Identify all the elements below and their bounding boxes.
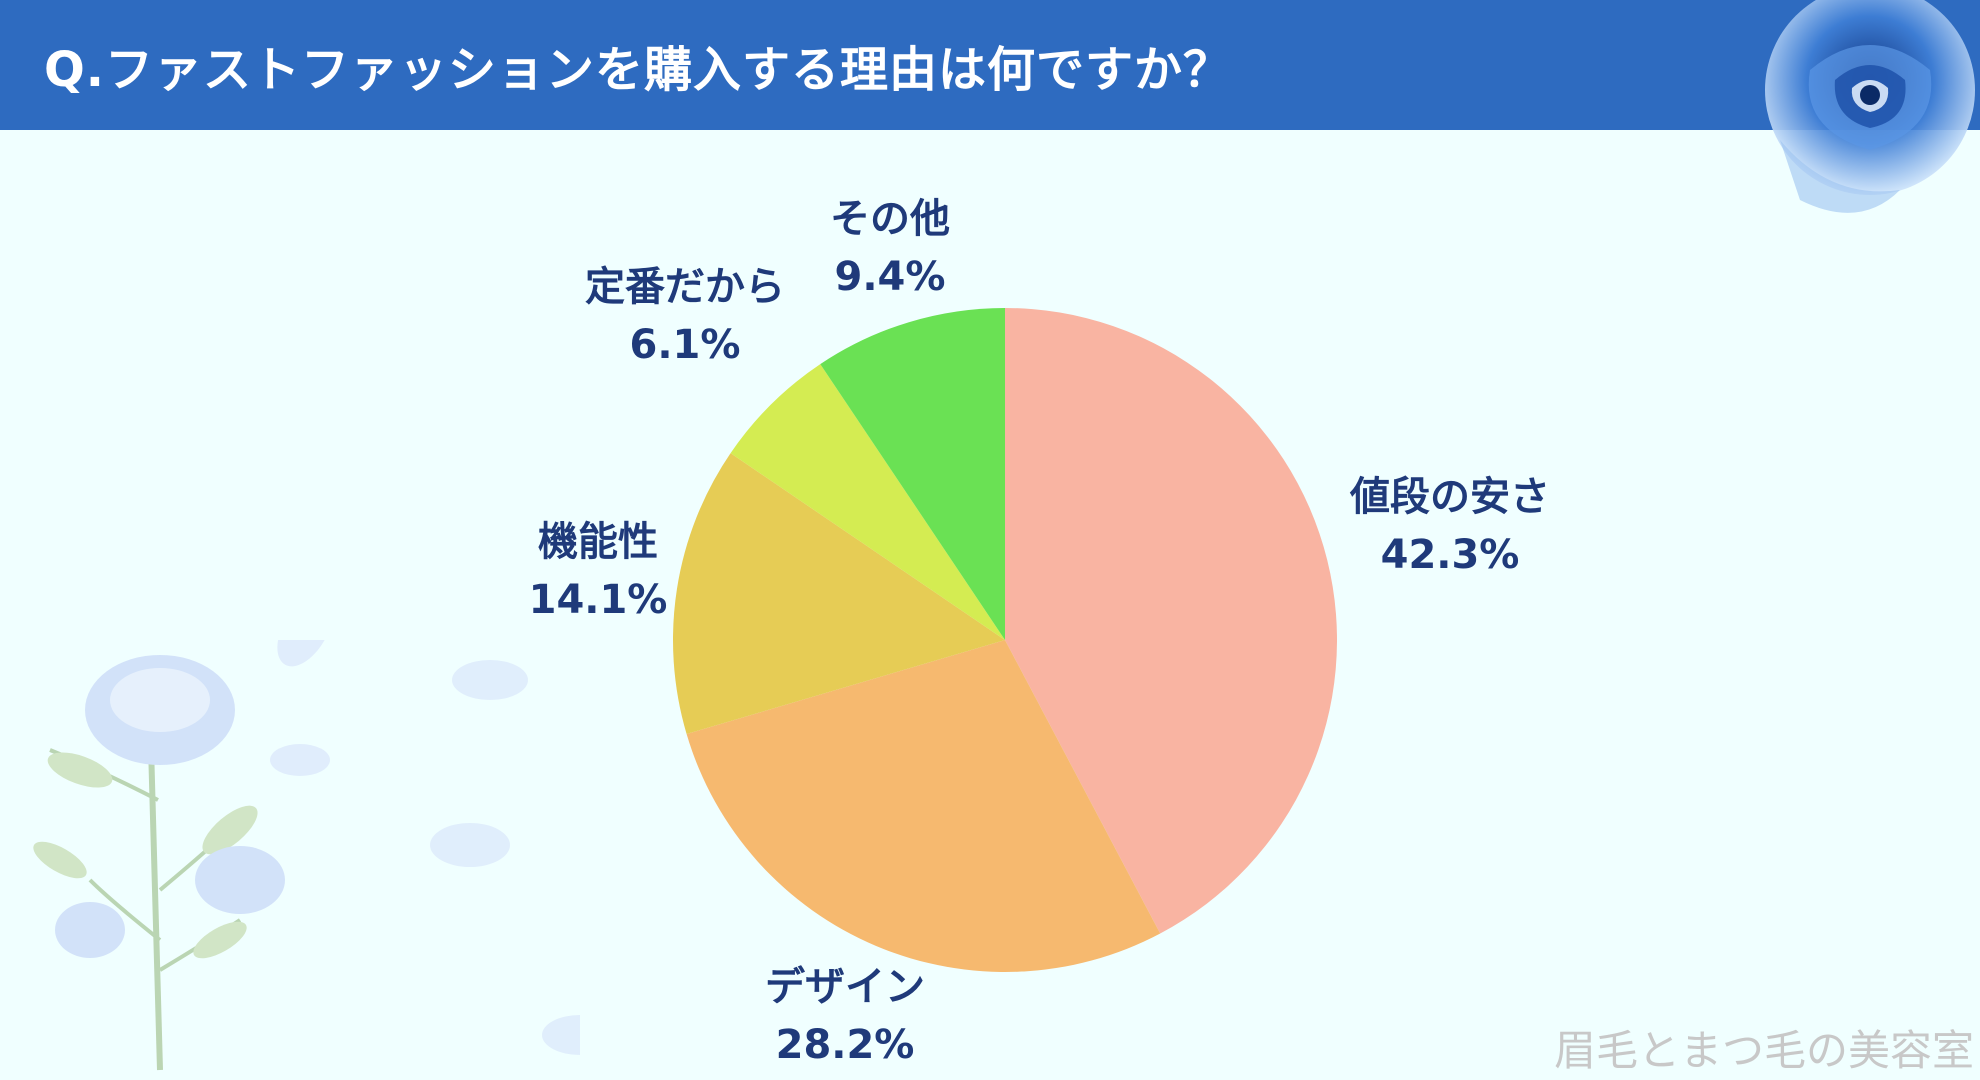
pie-slice [820, 308, 1005, 640]
rose-branch-decoration-icon [33, 640, 580, 1071]
slice-value-label: 28.2% [776, 1022, 915, 1068]
pie-slice [673, 453, 1005, 735]
slice-label: 値段の安さ [1349, 474, 1550, 520]
blue-rose-decoration-icon [1765, 0, 1975, 213]
pie-slice [1005, 308, 1337, 934]
slice-label: 定番だから [585, 264, 785, 310]
slice-value-label: 14.1% [529, 577, 668, 623]
slice-value-label: 6.1% [630, 322, 741, 368]
slice-label: 機能性 [538, 519, 658, 565]
page-title: Q.ファストファッションを購入する理由は何ですか？ [44, 42, 1233, 98]
slice-label: その他 [830, 196, 950, 242]
slice-value-label: 42.3% [1381, 532, 1520, 578]
pie-slice [686, 640, 1161, 972]
watermark-text: 眉毛とまつ毛の美容室 [1553, 1026, 1974, 1075]
slice-value-label: 9.4% [835, 254, 946, 300]
slice-label: デザイン [765, 964, 925, 1010]
pie-slice [730, 364, 1005, 640]
header-bar: Q.ファストファッションを購入する理由は何ですか？ [0, 0, 1980, 130]
